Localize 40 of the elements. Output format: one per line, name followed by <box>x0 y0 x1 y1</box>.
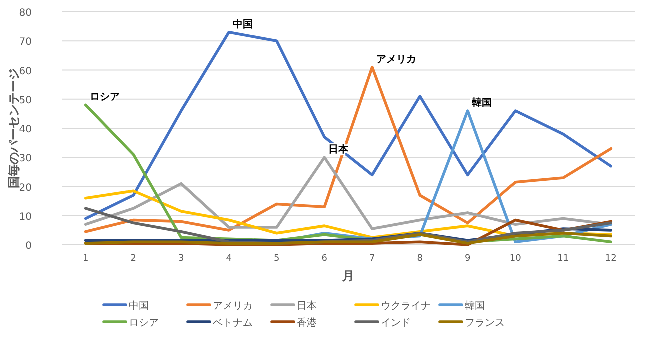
x-tick-label: 12 <box>605 254 617 264</box>
x-tick-label: 11 <box>558 254 570 264</box>
y-tick-label: 80 <box>19 8 32 19</box>
x-tick-label: 9 <box>465 254 472 264</box>
x-tick-label: 4 <box>226 254 232 264</box>
x-axis-title: 月 <box>342 269 354 283</box>
y-tick-label: 60 <box>19 66 32 78</box>
y-tick-label: 70 <box>19 37 32 48</box>
x-tick-label: 2 <box>130 254 136 264</box>
line-series <box>84 30 613 220</box>
legend-label: 韓国 <box>465 300 485 312</box>
x-tick-label: 7 <box>370 254 376 264</box>
y-tick-label: 30 <box>19 154 32 165</box>
legend-label: ウクライナ <box>381 301 431 312</box>
y-tick-label: 0 <box>26 241 32 252</box>
x-tick-label: 1 <box>83 254 89 264</box>
legend-label: 日本 <box>297 300 317 312</box>
y-tick-label: 40 <box>19 124 32 136</box>
y-tick-label: 20 <box>19 182 32 194</box>
y-axis-title: 国毎のパーセンテージ <box>7 68 21 188</box>
legend-label: 香港 <box>297 317 317 329</box>
x-tick-label: 10 <box>510 254 522 264</box>
legend-label: 中国 <box>129 300 149 312</box>
legend-label: ロシア <box>129 318 159 329</box>
x-tick-label: 6 <box>322 254 328 264</box>
line-series <box>84 232 613 245</box>
legend-label: フランス <box>465 318 505 329</box>
legend-label: インド <box>381 318 411 329</box>
annotation: 韓国 <box>472 97 492 110</box>
y-tick-label: 10 <box>19 212 32 223</box>
legend-label: ベトナム <box>213 318 253 329</box>
x-tick-label: 8 <box>417 254 424 264</box>
annotation: ロシア <box>90 92 120 104</box>
annotation: 中国 <box>233 18 254 30</box>
legend-label: アメリカ <box>213 301 253 312</box>
annotation: アメリカ <box>376 54 416 66</box>
x-tick-label: 3 <box>178 254 184 264</box>
x-tick-label: 5 <box>274 254 280 264</box>
y-tick-label: 50 <box>19 95 32 106</box>
line-series <box>84 66 613 234</box>
